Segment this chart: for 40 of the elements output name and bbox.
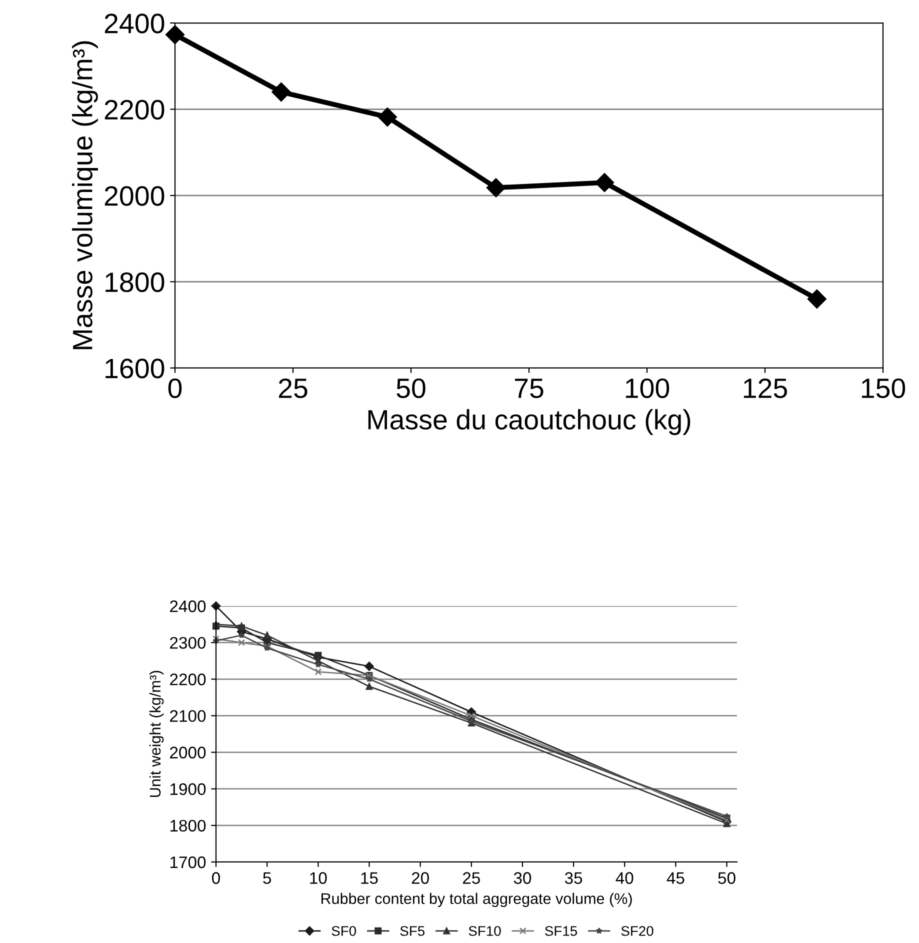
y-tick-label: 2200: [170, 674, 206, 686]
x-tick-label: 20: [412, 872, 429, 884]
x-tick-label: 40: [616, 872, 634, 884]
legend-label: SF20: [621, 926, 654, 936]
x-tick-label: 125: [744, 378, 788, 398]
x-tick-label: 15: [361, 872, 378, 884]
y-axis-title: Masse volumique (kg/m³): [72, 41, 98, 350]
legend-label: SF5: [400, 926, 425, 936]
y-tick-label: 2200: [104, 100, 164, 120]
x-tick-label: 50: [396, 378, 426, 398]
y-tick-label: 1600: [106, 358, 164, 378]
x-tick-label: 25: [462, 872, 480, 884]
y-tick-label: 2100: [170, 710, 206, 722]
x-axis-title: Rubber content by total aggregate volume (%): [322, 892, 632, 908]
y-tick-label: 1800: [106, 272, 164, 292]
x-tick-label: 5: [263, 872, 272, 884]
x-tick-label: 45: [666, 872, 684, 884]
x-tick-label: 35: [564, 872, 582, 884]
x-tick-label: 50: [718, 872, 736, 884]
y-tick-label: 2000: [170, 746, 206, 758]
x-tick-label: 0: [168, 378, 182, 398]
legend-label: SF15: [545, 926, 578, 936]
x-tick-label: 0: [212, 872, 220, 884]
y-tick-label: 2300: [170, 636, 206, 649]
x-tick-label: 150: [862, 378, 906, 398]
x-axis-title: Masse du caoutchouc (kg): [368, 409, 690, 436]
legend-label: SF10: [468, 926, 501, 936]
y-tick-label: 2000: [104, 186, 164, 206]
x-tick-label: 30: [514, 872, 532, 884]
x-tick-label: 100: [626, 378, 670, 398]
x-tick-label: 10: [310, 872, 327, 884]
y-tick-label: 2400: [104, 14, 164, 34]
x-tick-label: 75: [514, 378, 544, 398]
y-tick-label: 2400: [170, 600, 206, 612]
y-tick-label: 1700: [170, 856, 206, 868]
y-tick-label: 1900: [170, 783, 206, 796]
legend-label: SF0: [332, 926, 356, 936]
y-tick-label: 1800: [170, 820, 206, 832]
x-tick-label: 25: [278, 378, 308, 398]
y-axis-title: Unit weight (kg/m³): [149, 670, 164, 797]
